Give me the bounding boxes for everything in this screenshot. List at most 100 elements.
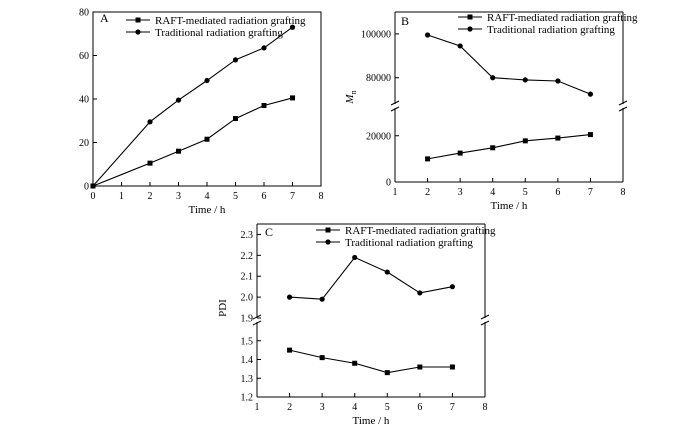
x-tick-label: 1: [119, 191, 124, 202]
x-axis-label: Time / h: [353, 415, 390, 427]
axis-break-mark: [618, 106, 628, 112]
y-tick-label: 1.5: [241, 336, 254, 347]
data-point-circle: [384, 269, 390, 275]
y-tick-label: 0: [386, 178, 391, 189]
legend-marker-square: [135, 17, 141, 23]
data-point-circle: [175, 97, 182, 103]
legend-label: Traditional radiation grafting: [155, 27, 283, 39]
data-point-square: [425, 156, 431, 162]
data-point-square: [176, 148, 181, 154]
axis-break-mark: [480, 314, 490, 320]
x-tick-label: 6: [555, 187, 560, 198]
data-point-circle: [286, 294, 293, 300]
y-tick-label: 100000: [361, 29, 391, 40]
data-point-circle: [424, 32, 431, 38]
data-point-circle: [289, 24, 296, 30]
x-tick-label: 6: [417, 402, 422, 413]
legend-label: Traditional radiation grafting: [345, 237, 473, 249]
series-line-1: [289, 349, 453, 374]
data-point-square: [522, 138, 528, 144]
x-tick-label: 2: [425, 187, 430, 198]
y-tick-label: 80000: [366, 73, 391, 84]
x-tick-label: 7: [588, 187, 593, 198]
x-tick-label: 8: [319, 191, 324, 202]
data-point-circle: [457, 43, 463, 49]
legend-marker-circle: [135, 29, 141, 35]
x-tick-label: 0: [91, 191, 96, 202]
x-tick-label: 5: [233, 191, 238, 202]
x-tick-label: 1: [255, 402, 260, 413]
axis-break-mark: [618, 100, 628, 106]
data-point-square: [490, 145, 496, 151]
y-tick-label: 2.1: [241, 272, 254, 283]
x-tick-label: 3: [176, 191, 181, 202]
data-point-circle: [587, 91, 594, 97]
y-tick-label: 1.4: [241, 355, 254, 366]
data-point-circle: [319, 296, 325, 302]
data-point-square: [287, 347, 293, 353]
y-tick-label: 1.3: [241, 374, 254, 385]
axis-break-mark: [252, 320, 262, 326]
y-tick-label: 80: [79, 8, 89, 19]
axis-break-mark: [480, 320, 490, 326]
x-tick-label: 4: [490, 187, 495, 198]
x-axis-label: Time / h: [491, 200, 528, 212]
legend-label: RAFT-mediated radiation grafting: [487, 12, 638, 24]
x-tick-label: 7: [450, 402, 455, 413]
legend-marker-square: [467, 14, 473, 20]
x-axis-label: Time / h: [189, 204, 226, 216]
data-point-square: [233, 116, 238, 122]
legend-label: Traditional radiation grafting: [487, 24, 615, 36]
panel-letter: A: [100, 11, 109, 25]
data-point-square: [147, 160, 153, 166]
x-tick-label: 2: [287, 402, 292, 413]
data-point-circle: [490, 75, 496, 81]
data-point-circle: [417, 290, 423, 296]
y-tick-label: 20: [79, 138, 89, 149]
legend-label: RAFT-mediated radiation grafting: [345, 225, 496, 237]
legend-marker-square: [325, 227, 331, 233]
data-point-circle: [555, 78, 561, 84]
x-tick-label: 4: [205, 191, 210, 202]
panel-letter: B: [401, 14, 409, 28]
series-line-1: [92, 97, 293, 187]
data-point-circle: [147, 119, 153, 125]
y-tick-label: 20000: [366, 131, 391, 142]
y-tick-label: 40: [79, 95, 89, 106]
y-axis-label: Mn: [344, 90, 358, 104]
axis-break-mark: [390, 100, 400, 106]
x-tick-label: 7: [290, 191, 295, 202]
x-tick-label: 2: [148, 191, 153, 202]
axis-break-mark: [252, 314, 262, 320]
data-point-square: [319, 355, 325, 361]
panel-letter: C: [265, 225, 273, 239]
data-point-circle: [90, 183, 96, 189]
y-tick-label: 0: [84, 182, 89, 193]
x-tick-label: 5: [385, 402, 390, 413]
data-point-circle: [352, 254, 358, 261]
data-point-square: [457, 150, 463, 156]
x-tick-label: 3: [320, 402, 325, 413]
data-point-square: [587, 132, 593, 138]
x-tick-label: 8: [483, 402, 488, 413]
data-point-square: [204, 136, 210, 142]
y-axis-label: PDI: [217, 299, 229, 317]
data-point-circle: [232, 57, 239, 63]
y-tick-label: 2.3: [241, 230, 254, 241]
data-point-square: [352, 360, 358, 366]
data-point-circle: [261, 45, 267, 51]
axis-break-mark: [390, 106, 400, 112]
data-point-circle: [449, 284, 456, 290]
data-point-square: [555, 135, 561, 141]
data-point-square: [384, 370, 390, 376]
y-tick-label: 2.2: [241, 251, 254, 262]
series-line-2: [427, 34, 591, 95]
y-tick-label: 60: [79, 51, 89, 62]
x-tick-label: 4: [352, 402, 357, 413]
x-tick-label: 1: [393, 187, 398, 198]
legend-label: RAFT-mediated radiation grafting: [155, 15, 306, 27]
data-point-circle: [522, 77, 528, 83]
